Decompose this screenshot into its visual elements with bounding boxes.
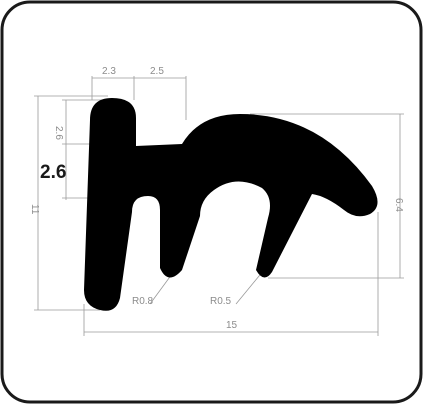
dim-upper-left-height: 2.6 xyxy=(53,126,64,140)
dim-right-height: 6.4 xyxy=(393,198,404,212)
dim-overall-width: 15 xyxy=(226,320,238,331)
dim-top-left-width: 2.3 xyxy=(102,66,116,77)
dim-lip-thickness: 2.6 xyxy=(40,162,66,183)
dim-right-radius: R0.5 xyxy=(210,296,232,307)
dim-top-right-width: 2.5 xyxy=(150,66,164,77)
dimension-lines xyxy=(34,76,404,336)
seal-profile-shape xyxy=(84,98,378,311)
dim-left-radius: R0.8 xyxy=(132,296,154,307)
dim-overall-height: 11 xyxy=(29,204,40,215)
